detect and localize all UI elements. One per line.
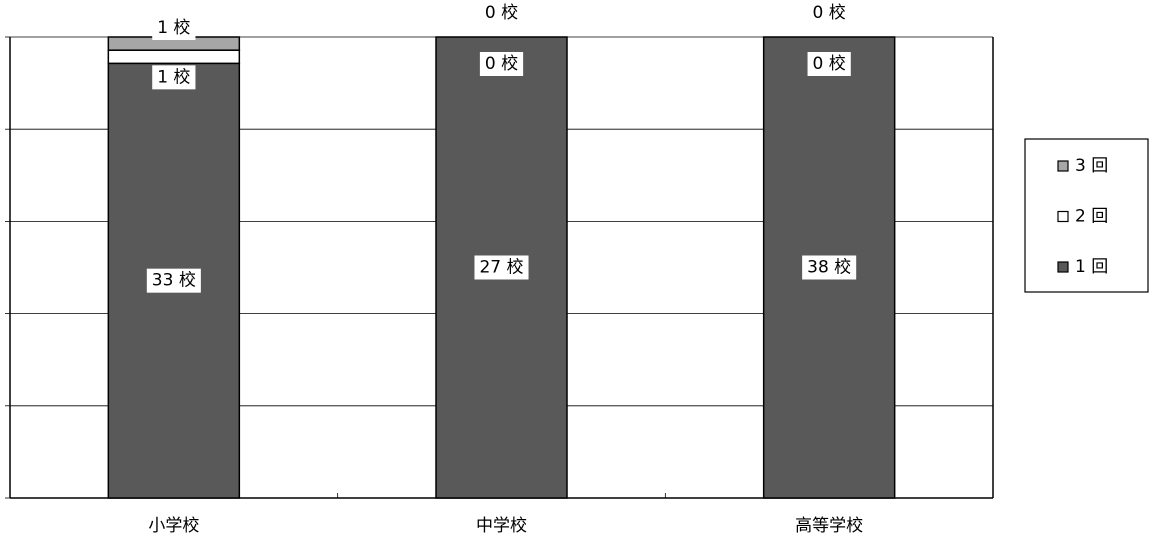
data-label-text: 1 校	[157, 18, 190, 38]
data-label: 0 校	[807, 52, 851, 76]
data-label: 0 校	[479, 52, 524, 76]
data-label-text: 27 校	[479, 258, 523, 278]
label-background	[807, 52, 851, 76]
data-label-text: 0 校	[485, 54, 518, 74]
x-tick-label: 高等学校	[795, 516, 863, 536]
data-label: 38 校	[802, 255, 857, 280]
legend-label: 1 回	[1075, 257, 1108, 277]
data-label: 0 校	[807, 1, 851, 25]
x-tick-label: 小学校	[148, 516, 199, 536]
label-background	[479, 52, 524, 76]
data-label-text: 0 校	[813, 3, 846, 23]
data-label-text: 33 校	[152, 271, 196, 291]
legend-label: 2 回	[1075, 207, 1108, 227]
data-label-text: 38 校	[807, 258, 851, 278]
legend-swatch	[1057, 210, 1069, 223]
label-background	[152, 65, 196, 90]
x-tick-label: 中学校	[476, 516, 527, 536]
data-label: 27 校	[474, 255, 529, 280]
data-label: 0 校	[479, 1, 524, 25]
legend: 1 回 2 回 3 回	[1024, 138, 1149, 293]
label-background	[802, 255, 857, 280]
label-background	[146, 268, 201, 293]
legend-box	[1024, 138, 1149, 293]
label-background	[807, 1, 851, 25]
data-label: 1 校	[152, 65, 196, 90]
label-background	[152, 16, 196, 40]
label-background	[474, 255, 529, 280]
data-label-text: 0 校	[485, 3, 518, 23]
data-label: 33 校	[146, 268, 201, 293]
legend-label: 3 回	[1075, 156, 1108, 176]
label-background	[479, 1, 524, 25]
legend-swatch	[1057, 160, 1069, 172]
data-label-text: 1 校	[157, 67, 190, 87]
data-label: 1 校	[152, 16, 196, 40]
legend-swatch	[1057, 261, 1069, 273]
bar-segment	[107, 49, 241, 65]
data-label-text: 0 校	[813, 54, 846, 74]
